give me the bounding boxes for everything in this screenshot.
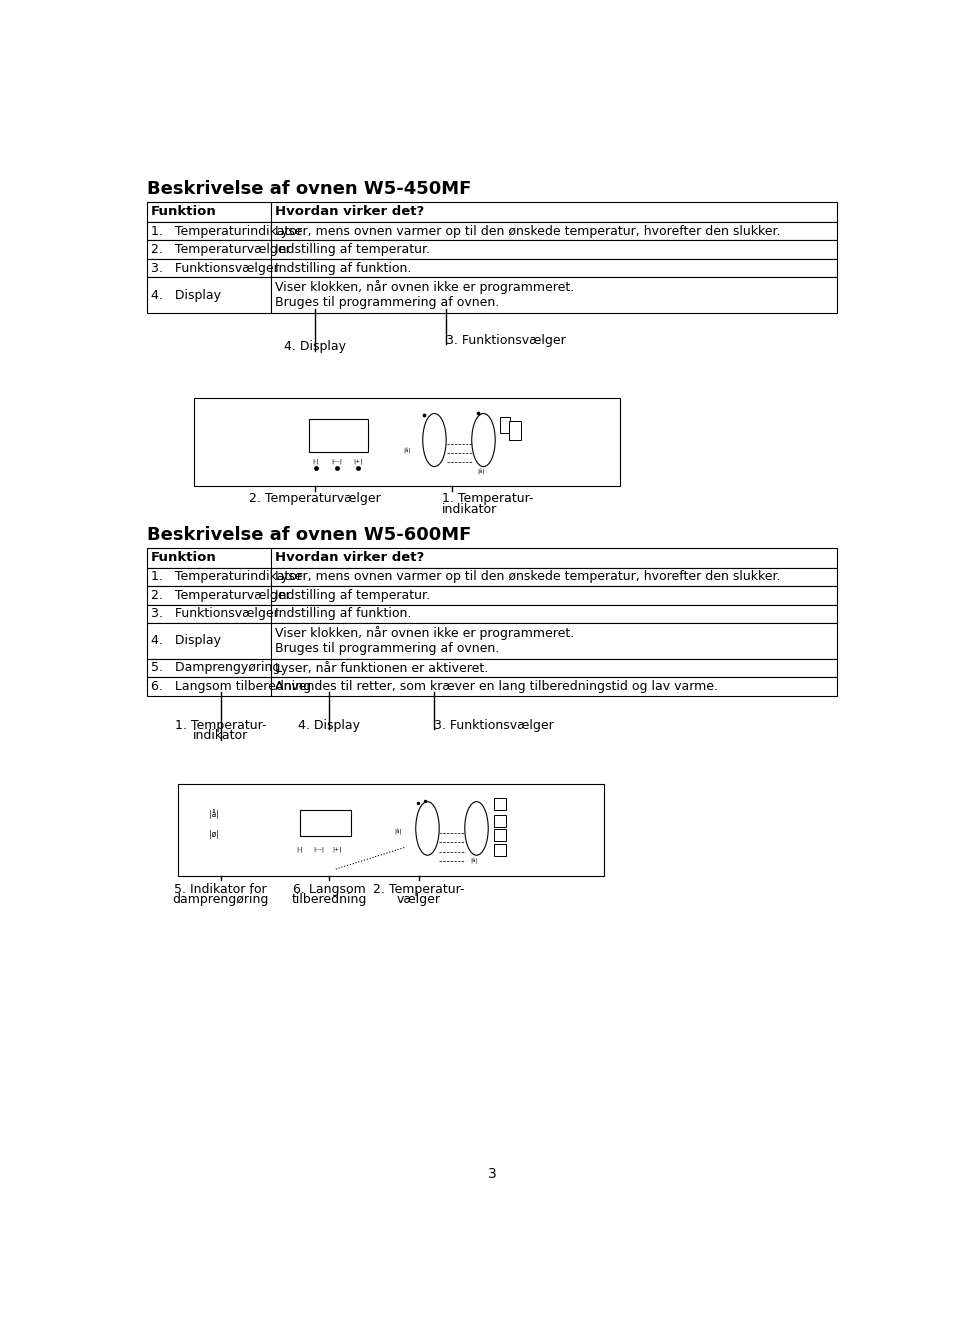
Bar <box>494 798 506 810</box>
Text: Lyser, når funktionen er aktiveret.: Lyser, når funktionen er aktiveret. <box>275 661 489 674</box>
Bar <box>147 240 837 259</box>
Text: 2. Temperatur-: 2. Temperatur- <box>373 882 465 896</box>
Text: vælger: vælger <box>396 893 441 907</box>
Text: 3.   Funktionsvælger: 3. Funktionsvælger <box>151 262 278 275</box>
Text: indikator: indikator <box>193 729 249 743</box>
Text: |å|: |å| <box>403 447 411 454</box>
Text: Lyser, mens ovnen varmer op til den ønskede temperatur, hvorefter den slukker.: Lyser, mens ovnen varmer op til den ønsk… <box>275 571 780 583</box>
Text: 2.   Temperaturvælger: 2. Temperaturvælger <box>151 590 291 602</box>
Bar <box>147 677 837 696</box>
Text: tilberedning: tilberedning <box>292 893 367 907</box>
Bar <box>499 418 511 432</box>
Text: Beskrivelse af ovnen W5-600MF: Beskrivelse af ovnen W5-600MF <box>147 526 471 544</box>
Text: 2.   Temperaturvælger: 2. Temperaturvælger <box>151 243 291 257</box>
Ellipse shape <box>471 414 495 466</box>
Bar <box>147 201 837 222</box>
Text: 4. Display: 4. Display <box>299 719 360 732</box>
Bar <box>494 830 506 841</box>
Bar <box>194 398 620 486</box>
Text: 3. Funktionsvælger: 3. Funktionsvælger <box>435 719 554 732</box>
Bar <box>147 623 837 658</box>
Bar <box>179 784 605 877</box>
Text: Funktion: Funktion <box>151 551 217 564</box>
Text: |å|: |å| <box>394 829 401 834</box>
Bar <box>147 259 837 278</box>
Text: 2. Temperaturvælger: 2. Temperaturvælger <box>250 493 381 505</box>
Text: Funktion: Funktion <box>151 205 217 219</box>
Bar <box>300 810 350 835</box>
Text: 6.   Langsom tilberedning: 6. Langsom tilberedning <box>151 680 311 693</box>
Text: 3. Funktionsvælger: 3. Funktionsvælger <box>445 333 565 346</box>
Text: Indstilling af funktion.: Indstilling af funktion. <box>275 607 412 620</box>
Bar <box>509 420 521 441</box>
Bar <box>147 548 837 568</box>
Text: 4.   Display: 4. Display <box>151 289 221 302</box>
Text: Anvendes til retter, som kræver en lang tilberedningstid og lav varme.: Anvendes til retter, som kræver en lang … <box>275 680 718 693</box>
Text: |ø|: |ø| <box>209 830 219 839</box>
Text: Viser klokken, når ovnen ikke er programmeret.: Viser klokken, når ovnen ikke er program… <box>275 281 574 294</box>
Text: 3.   Funktionsvælger: 3. Funktionsvælger <box>151 607 278 620</box>
Bar <box>147 222 837 240</box>
Text: Viser klokken, når ovnen ikke er programmeret.: Viser klokken, når ovnen ikke er program… <box>275 626 574 641</box>
Text: |---|: |---| <box>313 846 324 851</box>
Bar <box>309 419 369 453</box>
Text: Bruges til programmering af ovnen.: Bruges til programmering af ovnen. <box>275 642 499 655</box>
Text: 4. Display: 4. Display <box>284 340 347 353</box>
Text: |â|: |â| <box>470 858 478 864</box>
Text: |-|: |-| <box>313 458 319 465</box>
Text: Bruges til programmering af ovnen.: Bruges til programmering af ovnen. <box>275 297 499 309</box>
Bar <box>147 586 837 604</box>
Text: |+|: |+| <box>333 846 343 851</box>
Text: 3: 3 <box>488 1167 496 1180</box>
Text: Beskrivelse af ovnen W5-450MF: Beskrivelse af ovnen W5-450MF <box>147 180 471 199</box>
Text: 1. Temperatur-: 1. Temperatur- <box>175 719 267 732</box>
Text: indikator: indikator <box>443 504 497 516</box>
Text: |-|: |-| <box>297 846 302 851</box>
Text: 6. Langsom: 6. Langsom <box>293 882 366 896</box>
Bar <box>147 604 837 623</box>
Bar <box>147 278 837 313</box>
Text: 5.   Damprengyøring: 5. Damprengyøring <box>151 661 280 674</box>
Text: damprengøring: damprengøring <box>173 893 269 907</box>
Text: 1.   Temperaturindikator: 1. Temperaturindikator <box>151 571 302 583</box>
Bar <box>494 815 506 826</box>
Text: Lyser, mens ovnen varmer op til den ønskede temperatur, hvorefter den slukker.: Lyser, mens ovnen varmer op til den ønsk… <box>275 224 780 238</box>
Ellipse shape <box>465 802 489 855</box>
Bar <box>147 658 837 677</box>
Text: 5. Indikator for: 5. Indikator for <box>175 882 267 896</box>
Bar <box>147 568 837 586</box>
Text: Indstilling af funktion.: Indstilling af funktion. <box>275 262 412 275</box>
Bar <box>494 845 506 855</box>
Text: Hvordan virker det?: Hvordan virker det? <box>275 205 424 219</box>
Text: 1.   Temperaturindikator: 1. Temperaturindikator <box>151 224 302 238</box>
Text: |â|: |â| <box>477 469 485 475</box>
Text: Indstilling af temperatur.: Indstilling af temperatur. <box>275 243 430 257</box>
Text: |å|: |å| <box>209 808 219 819</box>
Text: |---|: |---| <box>332 458 343 465</box>
Text: 4.   Display: 4. Display <box>151 634 221 647</box>
Text: Hvordan virker det?: Hvordan virker det? <box>275 551 424 564</box>
Text: |+|: |+| <box>353 458 363 465</box>
Ellipse shape <box>416 802 440 855</box>
Text: Indstilling af temperatur.: Indstilling af temperatur. <box>275 590 430 602</box>
Text: 1. Temperatur-: 1. Temperatur- <box>443 493 534 505</box>
Ellipse shape <box>422 414 446 466</box>
